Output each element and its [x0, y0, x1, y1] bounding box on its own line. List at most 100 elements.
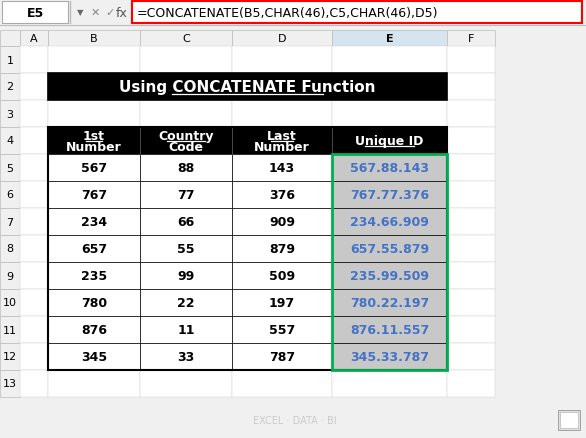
Bar — [0, 101, 20, 128]
Bar — [140, 370, 232, 397]
Bar — [332, 343, 447, 370]
Text: Unique ID: Unique ID — [355, 135, 424, 148]
Bar — [232, 155, 332, 182]
Bar — [140, 262, 232, 290]
Bar — [558, 410, 580, 430]
Text: 11: 11 — [177, 323, 195, 336]
Bar — [0, 155, 20, 182]
Bar — [332, 236, 447, 262]
Bar — [48, 290, 140, 316]
Text: 657.55.879: 657.55.879 — [350, 243, 429, 255]
Bar — [48, 74, 447, 101]
Bar — [332, 208, 447, 236]
Bar — [0, 74, 20, 101]
Bar — [232, 343, 332, 370]
Bar — [140, 236, 232, 262]
Bar — [447, 155, 495, 182]
Bar — [140, 208, 232, 236]
Bar — [132, 2, 582, 24]
Text: 879: 879 — [269, 243, 295, 255]
Bar — [332, 290, 447, 316]
Bar — [447, 236, 495, 262]
Bar — [48, 343, 140, 370]
Text: 1st: 1st — [83, 130, 105, 143]
Text: 197: 197 — [269, 297, 295, 309]
Bar — [140, 74, 232, 101]
Bar — [232, 236, 332, 262]
Text: B: B — [90, 34, 98, 44]
Bar — [20, 262, 48, 290]
Bar — [48, 155, 140, 182]
Bar — [20, 74, 48, 101]
Text: 557: 557 — [269, 323, 295, 336]
Text: 6: 6 — [6, 190, 13, 200]
Text: 2: 2 — [6, 82, 13, 92]
Bar — [232, 316, 332, 343]
Bar — [20, 343, 48, 370]
Bar — [48, 208, 140, 236]
Bar — [332, 343, 447, 370]
Text: 66: 66 — [178, 215, 195, 229]
Bar — [332, 182, 447, 208]
Bar — [140, 316, 232, 343]
Bar — [0, 0, 586, 26]
Bar — [0, 370, 20, 397]
Bar — [48, 182, 140, 208]
Text: 876.11.557: 876.11.557 — [350, 323, 429, 336]
Bar — [332, 370, 447, 397]
Text: 3: 3 — [6, 109, 13, 119]
Bar — [48, 47, 140, 74]
Bar — [232, 343, 332, 370]
Bar — [140, 290, 232, 316]
Bar — [48, 208, 140, 236]
Bar — [232, 182, 332, 208]
Bar — [48, 316, 140, 343]
Text: 143: 143 — [269, 162, 295, 175]
Bar — [0, 262, 20, 290]
Bar — [20, 128, 48, 155]
Bar — [447, 370, 495, 397]
Bar — [140, 262, 232, 290]
Text: 99: 99 — [178, 269, 195, 283]
Bar — [447, 290, 495, 316]
Text: ✓: ✓ — [105, 8, 115, 18]
Text: 876: 876 — [81, 323, 107, 336]
Text: 235: 235 — [81, 269, 107, 283]
Bar — [20, 236, 48, 262]
Text: fx: fx — [116, 7, 128, 19]
Bar — [232, 208, 332, 236]
Text: 8: 8 — [6, 244, 13, 254]
Text: 234: 234 — [81, 215, 107, 229]
Text: E: E — [386, 34, 393, 44]
Bar — [232, 31, 332, 47]
Bar — [447, 316, 495, 343]
Text: 345: 345 — [81, 350, 107, 363]
Text: 77: 77 — [177, 189, 195, 201]
Bar — [0, 236, 20, 262]
Bar — [332, 47, 447, 74]
Bar — [48, 128, 140, 155]
Bar — [140, 290, 232, 316]
Bar — [0, 47, 20, 74]
Text: 657: 657 — [81, 243, 107, 255]
Bar — [20, 155, 48, 182]
Bar — [332, 155, 447, 370]
Bar — [332, 101, 447, 128]
Bar — [48, 316, 140, 343]
Bar — [0, 208, 20, 236]
Text: A: A — [30, 34, 38, 44]
Bar — [447, 47, 495, 74]
Bar — [332, 236, 447, 262]
Bar — [0, 128, 20, 155]
Bar — [332, 316, 447, 343]
Bar — [140, 128, 232, 155]
Bar — [447, 31, 495, 47]
Bar — [48, 236, 140, 262]
Bar — [332, 155, 447, 182]
Text: 5: 5 — [6, 163, 13, 173]
Bar — [140, 155, 232, 182]
Text: =CONCATENATE(B5,CHAR(46),C5,CHAR(46),D5): =CONCATENATE(B5,CHAR(46),C5,CHAR(46),D5) — [137, 7, 438, 19]
Bar — [0, 31, 20, 47]
Text: F: F — [468, 34, 474, 44]
Bar — [447, 128, 495, 155]
